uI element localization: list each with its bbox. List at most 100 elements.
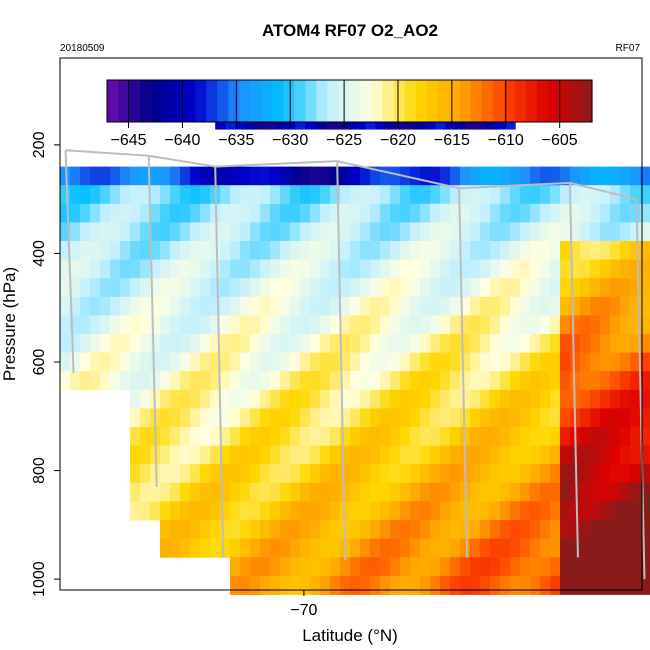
heat-cell [590,445,601,465]
heat-cell [370,278,381,298]
heat-cell [390,371,401,391]
heat-cell [240,371,251,391]
heat-cell [380,445,391,465]
heat-cell [640,222,650,242]
heat-cell [430,334,441,354]
heat-cell [230,445,241,465]
heat-cell [90,241,101,261]
heat-cell [560,520,571,540]
heat-cell [200,389,211,409]
heat-cell [230,371,241,391]
heat-cell [160,334,171,354]
heat-cell [110,222,121,242]
heat-cell [630,520,641,540]
heat-cell [440,408,451,428]
colorbar-cell [217,80,229,122]
heat-cell [550,278,561,298]
heat-cell [460,222,471,242]
heat-cell [460,520,471,540]
heat-cell [160,259,171,279]
colorbar-cell [393,80,406,122]
heat-cell [240,575,251,595]
heat-cell [490,352,501,372]
y-tick-label: 600 [31,349,48,376]
heat-cell [630,259,641,279]
heat-cell [440,334,451,354]
heat-cell [170,389,181,409]
heat-cell [640,241,650,261]
heat-cell [590,427,601,447]
heat-cell [260,352,271,372]
heat-cell [100,166,111,186]
heat-cell [490,371,501,391]
heat-cell [340,482,351,502]
heat-cell [500,185,511,205]
heat-cell [370,389,381,409]
heat-cell [460,203,471,223]
heat-cell [230,222,241,242]
heat-cell [530,557,541,577]
heat-cell [630,464,641,484]
heat-cell [400,482,411,502]
heat-cell [190,241,201,261]
heat-cell [290,538,301,558]
heat-cell [390,222,401,242]
heat-cell [510,371,521,391]
heat-cell [250,166,261,186]
heat-cell [550,520,561,540]
heat-cell [610,241,621,261]
heat-cell [360,520,371,540]
heat-cell [250,296,261,316]
heat-cell [100,334,111,354]
heat-cell [420,427,431,447]
heat-cell [600,389,611,409]
plot-frame [59,57,643,591]
heat-cell [470,185,481,205]
heat-cell [560,427,571,447]
heat-cell [610,315,621,335]
heat-cell [270,222,281,242]
heat-cell [250,222,261,242]
heat-cell [230,352,241,372]
heat-cell [550,352,561,372]
heat-cell [310,185,321,205]
heat-cell [240,389,251,409]
heat-cell [510,222,521,242]
heat-cell [640,445,650,465]
heat-cell [80,222,91,242]
colorbar-cell [283,80,295,122]
heat-cell [230,575,241,595]
heat-cell [620,334,631,354]
heat-cell [560,296,571,316]
heat-cell [390,166,401,186]
heat-cell [150,371,161,391]
heat-cell [170,222,181,242]
heat-cell [420,482,431,502]
heat-cell [200,222,211,242]
heat-cell [510,241,521,261]
heat-cell [490,278,501,298]
heat-cell [390,389,401,409]
colorbar-cell [349,80,362,122]
heat-cell [620,203,631,223]
heat-cell [170,259,181,279]
heat-cell [430,575,441,595]
heat-cell [140,278,151,298]
heat-cell [530,185,541,205]
heat-cell [530,222,541,242]
heat-cell [170,501,181,521]
heat-cell [340,203,351,223]
heat-cell [130,278,141,298]
heat-cell [600,166,611,186]
heat-cell [250,482,261,502]
heat-cell [100,315,111,335]
heat-cell [610,296,621,316]
heat-cell [110,185,121,205]
heat-cell [480,334,491,354]
heat-cell [100,296,111,316]
heat-cell [460,538,471,558]
heat-cell [400,315,411,335]
heat-cell [160,315,171,335]
colorbar-cell [360,80,373,122]
heat-cell [610,520,621,540]
